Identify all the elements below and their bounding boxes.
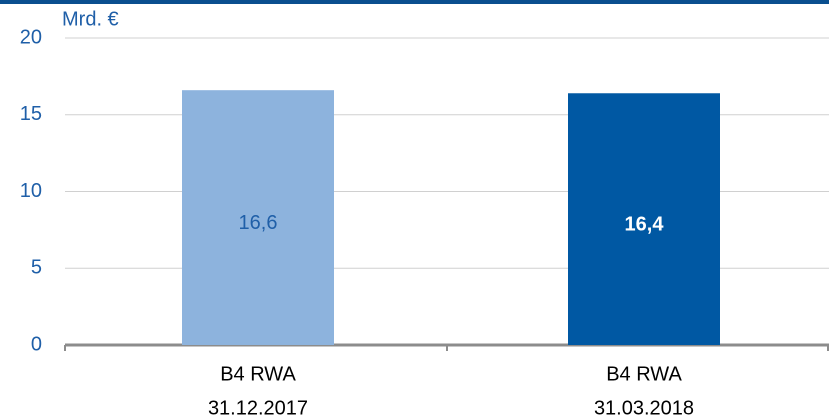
data-label: 16,6 bbox=[239, 212, 278, 234]
y-axis-label: Mrd. € bbox=[62, 8, 119, 30]
x-tick-label: B4 RWA bbox=[606, 363, 682, 385]
top-stripe bbox=[0, 0, 829, 4]
y-tick-label: 5 bbox=[31, 257, 42, 279]
y-tick-label: 10 bbox=[20, 180, 42, 202]
x-tick-label: 31.12.2017 bbox=[208, 397, 308, 419]
y-tick-label: 20 bbox=[20, 26, 42, 48]
x-tick-label: 31.03.2018 bbox=[594, 397, 694, 419]
x-tick-label: B4 RWA bbox=[220, 363, 296, 385]
bar bbox=[182, 90, 334, 345]
bar bbox=[568, 93, 720, 345]
y-tick-label: 0 bbox=[31, 333, 42, 355]
y-tick-label: 15 bbox=[20, 103, 42, 125]
data-label: 16,4 bbox=[625, 213, 665, 235]
